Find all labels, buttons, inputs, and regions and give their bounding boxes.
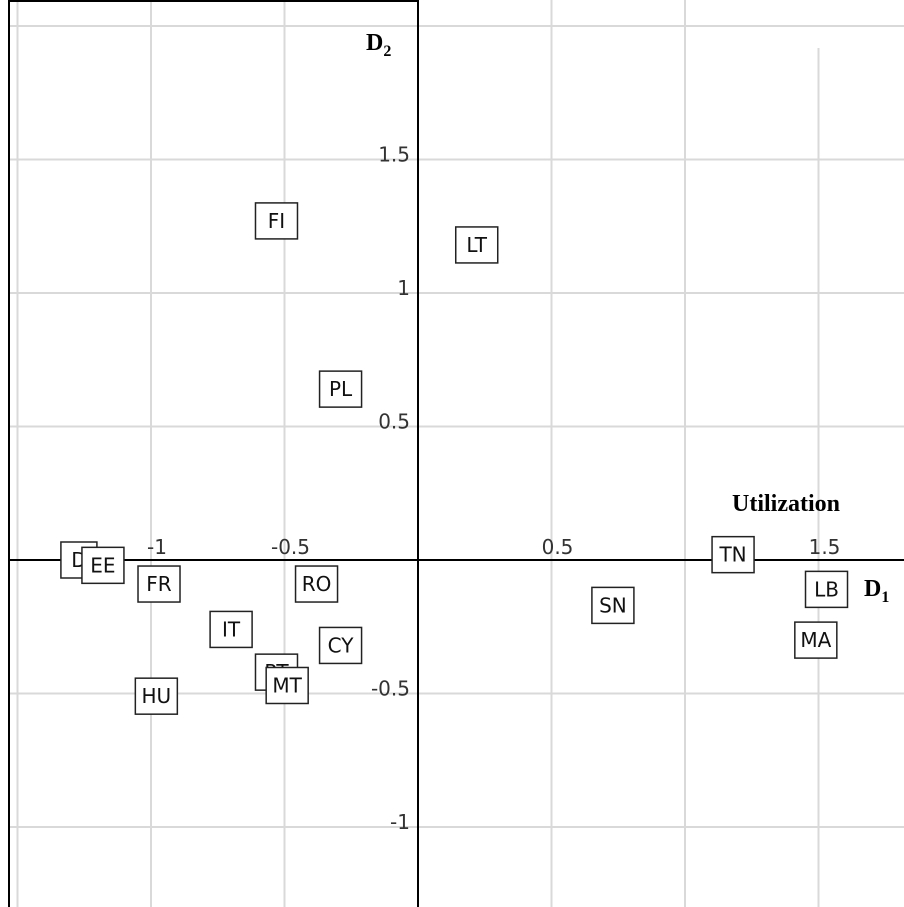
data-point-sn: SN xyxy=(591,586,635,625)
point-label: LT xyxy=(466,233,487,257)
data-points: FILTPLTNDEEFRROLBSNITCYMAPTMTHU xyxy=(60,202,849,715)
y-tick-label: 1 xyxy=(397,276,410,300)
point-label: PL xyxy=(329,377,353,401)
point-label: CY xyxy=(328,633,355,657)
point-marker xyxy=(137,565,181,603)
y-tick-label: 0.5 xyxy=(378,410,410,434)
point-marker xyxy=(454,226,499,264)
point-label: HU xyxy=(141,684,171,708)
x-tick-label: -1 xyxy=(147,535,167,559)
data-point-pl: PL xyxy=(318,370,363,408)
y-tick-label: -0.5 xyxy=(371,677,410,701)
point-label: TN xyxy=(718,543,746,567)
data-point-lb: LB xyxy=(804,570,849,609)
point-marker xyxy=(265,666,309,705)
point-label: SN xyxy=(599,593,627,617)
point-label: FI xyxy=(268,209,285,233)
axes xyxy=(9,0,904,907)
y-axis-title: D2 xyxy=(366,30,391,60)
point-marker xyxy=(254,202,299,240)
data-point-tn: TN xyxy=(711,535,755,574)
data-point-fi: FI xyxy=(254,202,299,240)
point-marker xyxy=(794,621,838,659)
point-marker xyxy=(294,565,339,603)
point-marker xyxy=(804,570,849,609)
point-label: EE xyxy=(90,553,115,577)
point-label: MA xyxy=(800,628,831,652)
point-marker xyxy=(711,535,755,574)
data-point-ro: RO xyxy=(294,565,339,603)
data-point-lt: LT xyxy=(454,226,499,264)
point-label: LB xyxy=(814,577,839,601)
point-marker xyxy=(318,370,363,408)
point-label: RO xyxy=(302,572,332,596)
data-point-cy: CY xyxy=(318,626,363,665)
grid xyxy=(8,0,904,907)
data-point-it: IT xyxy=(209,610,253,649)
tick-labels: -1 -0.5 0.5 1.5 1.5 1 0.5 -0.5 -1 xyxy=(147,143,840,835)
data-point-ee: EE xyxy=(81,546,125,585)
point-label: MT xyxy=(272,673,302,697)
data-point-fr: FR xyxy=(137,565,181,603)
utilization-annotation: Utilization xyxy=(732,491,840,517)
point-label: FR xyxy=(146,572,172,596)
x-tick-label: -0.5 xyxy=(271,535,310,559)
data-point-hu: HU xyxy=(134,677,179,715)
point-label: IT xyxy=(222,617,241,641)
point-marker xyxy=(318,626,363,665)
y-tick-label: 1.5 xyxy=(378,143,410,167)
x-tick-label: 1.5 xyxy=(809,535,841,559)
plot-frame xyxy=(8,0,808,907)
y-tick-label: -1 xyxy=(390,810,410,834)
point-marker xyxy=(209,610,253,649)
point-marker xyxy=(134,677,179,715)
data-point-mt: MT xyxy=(265,666,309,705)
x-tick-label: 0.5 xyxy=(542,535,574,559)
point-marker xyxy=(81,546,125,585)
point-marker xyxy=(591,586,635,625)
data-point-ma: MA xyxy=(794,621,838,659)
x-axis-title: D1 xyxy=(864,576,889,606)
